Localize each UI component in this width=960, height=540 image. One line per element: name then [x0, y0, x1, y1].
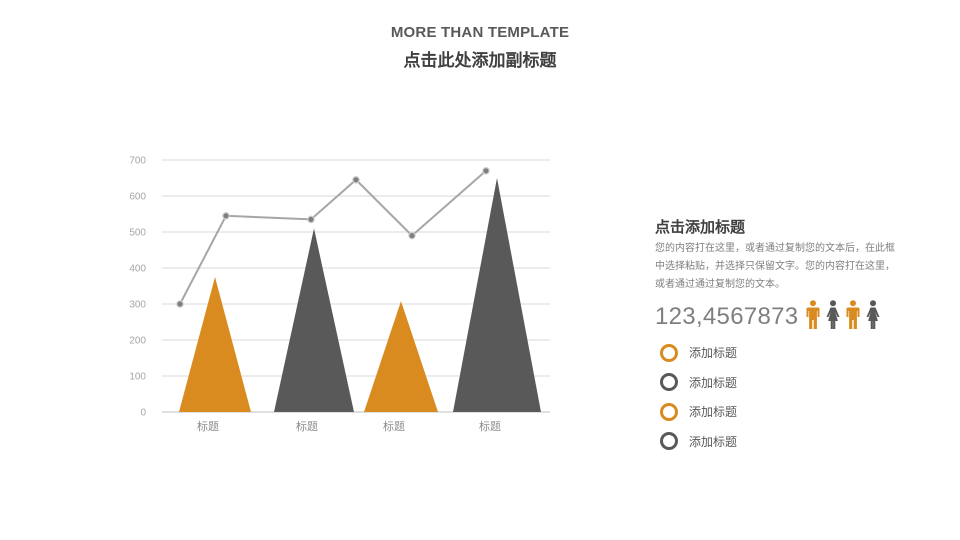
legend-label: 添加标题 — [689, 434, 738, 449]
x-category-label: 标题 — [383, 419, 405, 433]
legend-item: 添加标题 — [660, 427, 737, 457]
y-tick-label: 200 — [129, 336, 146, 347]
line-point — [482, 167, 490, 175]
legend-item: 添加标题 — [660, 397, 737, 427]
line-point — [408, 231, 416, 240]
female-icon — [826, 300, 840, 330]
ring-icon — [660, 402, 678, 421]
y-tick-label: 600 — [129, 192, 146, 203]
male-icon — [846, 300, 860, 330]
ring-icon — [660, 343, 678, 362]
legend-item: 添加标题 — [660, 368, 737, 398]
triangle-bar — [274, 228, 354, 412]
x-category-label: 标题 — [197, 419, 219, 433]
line-point — [307, 215, 315, 224]
side-title: 点击添加标题 — [655, 218, 746, 236]
x-category-label: 标题 — [479, 419, 501, 433]
big-number: 123,4567873 — [655, 303, 799, 330]
y-tick-label: 300 — [129, 300, 146, 311]
line-point — [222, 212, 230, 220]
line-point — [352, 176, 360, 184]
trend-line — [179, 170, 487, 305]
male-icon — [806, 300, 820, 330]
ring-icon — [660, 432, 678, 451]
legend-label: 添加标题 — [689, 346, 738, 361]
subtitle-cn: 点击此处添加副标题 — [403, 51, 557, 70]
female-icon — [866, 300, 880, 330]
legend: 添加标题 添加标题 添加标题 添加标题 — [660, 338, 737, 456]
side-body-text: 您的内容打在这里，或者通过复制您的文本后，在此框中选择粘贴，并选择只保留文字。您… — [655, 243, 895, 290]
legend-label: 添加标题 — [689, 405, 738, 420]
triangle-bar — [364, 301, 438, 412]
y-tick-label: 500 — [129, 228, 146, 239]
line-point — [176, 300, 184, 308]
y-tick-label: 400 — [129, 264, 146, 275]
triangle-bar — [179, 277, 251, 412]
x-category-label: 标题 — [296, 419, 318, 433]
ring-icon — [660, 373, 678, 392]
triangle-bar — [453, 178, 541, 412]
legend-label: 添加标题 — [689, 375, 738, 390]
people-icons — [806, 300, 880, 330]
y-tick-label: 0 — [140, 408, 146, 419]
y-tick-label: 100 — [129, 372, 146, 383]
legend-item: 添加标题 — [660, 338, 737, 368]
title-en: MORE THAN TEMPLATE — [390, 24, 570, 41]
y-tick-label: 700 — [129, 156, 146, 167]
